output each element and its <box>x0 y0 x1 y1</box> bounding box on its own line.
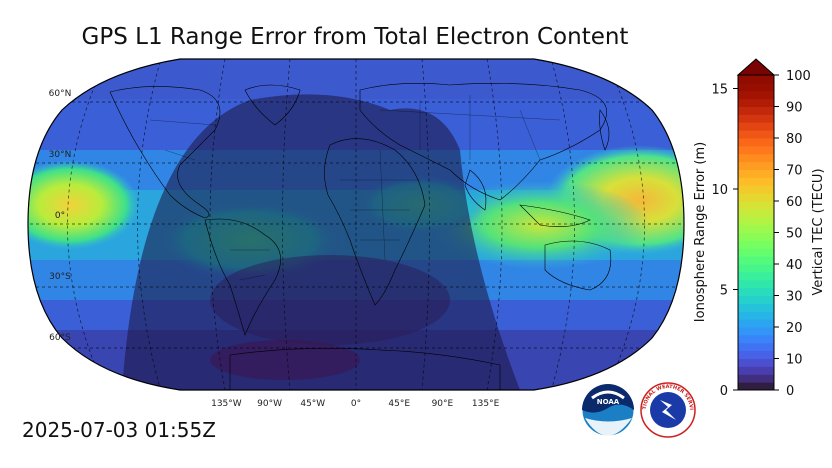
latitude-labels: 60°N 30°N 0° 30°S 60°S <box>49 89 72 343</box>
colorbar-band <box>738 287 774 296</box>
noaa-logo-text: NOAA <box>597 398 620 406</box>
tec-tick-label: 70 <box>786 164 803 179</box>
lon-label: 90°E <box>432 399 454 409</box>
colorbar: 0 5 10 15 0 10 20 30 40 50 60 70 80 90 100 Ionosphere… <box>693 58 826 399</box>
colorbar-band <box>738 90 774 100</box>
colorbar-band <box>738 311 774 320</box>
tec-tick-label: 0 <box>786 384 794 399</box>
colorbar-band <box>738 350 774 359</box>
lon-label: 0° <box>351 399 361 409</box>
colorbar-band <box>738 374 774 383</box>
colorbar-band <box>738 358 774 367</box>
tec-ticks: 0 10 20 30 40 50 60 70 80 90 100 <box>774 69 811 399</box>
colorbar-band <box>738 130 774 139</box>
colorbar-band <box>738 224 774 233</box>
country-borders <box>149 95 561 281</box>
lat-label: 30°S <box>49 272 71 282</box>
colorbar-band <box>738 153 774 163</box>
colorbar-band <box>738 303 774 312</box>
colorbar-band <box>738 122 774 131</box>
lon-label: 45°E <box>388 399 410 409</box>
colorbar-band <box>738 114 774 123</box>
lon-label: 135°W <box>211 399 242 409</box>
tec-tick-label: 40 <box>786 258 803 273</box>
colorbar-band <box>738 279 774 289</box>
tec-axis-label: Vertical TEC (TECU) <box>811 168 826 295</box>
lat-label: 0° <box>55 211 65 221</box>
colorbar-band <box>738 256 774 265</box>
colorbar-band <box>738 169 774 178</box>
colorbar-band <box>738 138 774 147</box>
lon-label: 90°W <box>257 399 282 409</box>
tec-tick-label: 100 <box>786 69 811 84</box>
colorbar-band <box>738 185 774 194</box>
colorbar-band <box>738 98 774 107</box>
lon-label: 45°W <box>300 399 325 409</box>
colorbar-band <box>738 248 774 257</box>
colorbar-band <box>738 161 774 170</box>
colorbar-band <box>738 271 774 281</box>
colorbar-band <box>738 319 774 328</box>
colorbar-band <box>738 382 774 391</box>
colorbar-band <box>738 342 774 352</box>
colorbar-band <box>738 75 774 84</box>
globe-outline <box>27 58 685 391</box>
colorbar-band <box>738 193 774 202</box>
colorbar-band <box>738 106 774 115</box>
colorbar-band <box>738 334 774 344</box>
colorbar-band <box>738 366 774 375</box>
colorbar-band <box>738 240 774 249</box>
colorbar-band <box>738 177 774 186</box>
colorbar-band <box>738 82 774 92</box>
range-error-tick-label: 15 <box>711 83 728 98</box>
colorbar-band <box>738 145 774 155</box>
colorbar-band <box>738 208 774 218</box>
coastlines <box>109 83 612 390</box>
range-error-tick-label: 10 <box>711 183 728 198</box>
colorbar-band <box>738 295 774 304</box>
lat-label: 30°N <box>49 150 72 160</box>
colorbar-band <box>738 201 774 210</box>
colorbar-band <box>738 327 774 336</box>
graticule <box>28 59 684 390</box>
tec-tick-label: 10 <box>786 353 803 368</box>
lat-label: 60°S <box>49 333 71 343</box>
colorbar-bands <box>738 75 774 391</box>
range-error-ticks: 0 5 10 15 <box>711 83 738 399</box>
range-error-axis-label: Ionosphere Range Error (m) <box>693 142 708 322</box>
longitude-labels: 135°W 90°W 45°W 0° 45°E 90°E 135°E <box>211 399 499 409</box>
tec-tick-label: 50 <box>786 227 803 242</box>
tec-tick-label: 20 <box>786 321 803 336</box>
tec-tick-label: 60 <box>786 195 803 210</box>
range-error-tick-label: 0 <box>720 384 728 399</box>
tec-tick-label: 80 <box>786 132 803 147</box>
noaa-logo: NOAA <box>581 383 635 437</box>
range-error-tick-label: 5 <box>720 284 728 299</box>
map-title: GPS L1 Range Error from Total Electron C… <box>81 24 629 50</box>
timestamp: 2025-07-03 01:55Z <box>22 418 216 442</box>
colorbar-extend-arrow <box>736 58 776 76</box>
lat-label: 60°N <box>49 89 72 99</box>
tec-tick-label: 90 <box>786 101 803 116</box>
colorbar-band <box>738 264 774 273</box>
lon-label: 135°E <box>472 399 500 409</box>
colorbar-band <box>738 232 774 241</box>
tec-tick-label: 30 <box>786 290 803 305</box>
colorbar-band <box>738 216 774 226</box>
